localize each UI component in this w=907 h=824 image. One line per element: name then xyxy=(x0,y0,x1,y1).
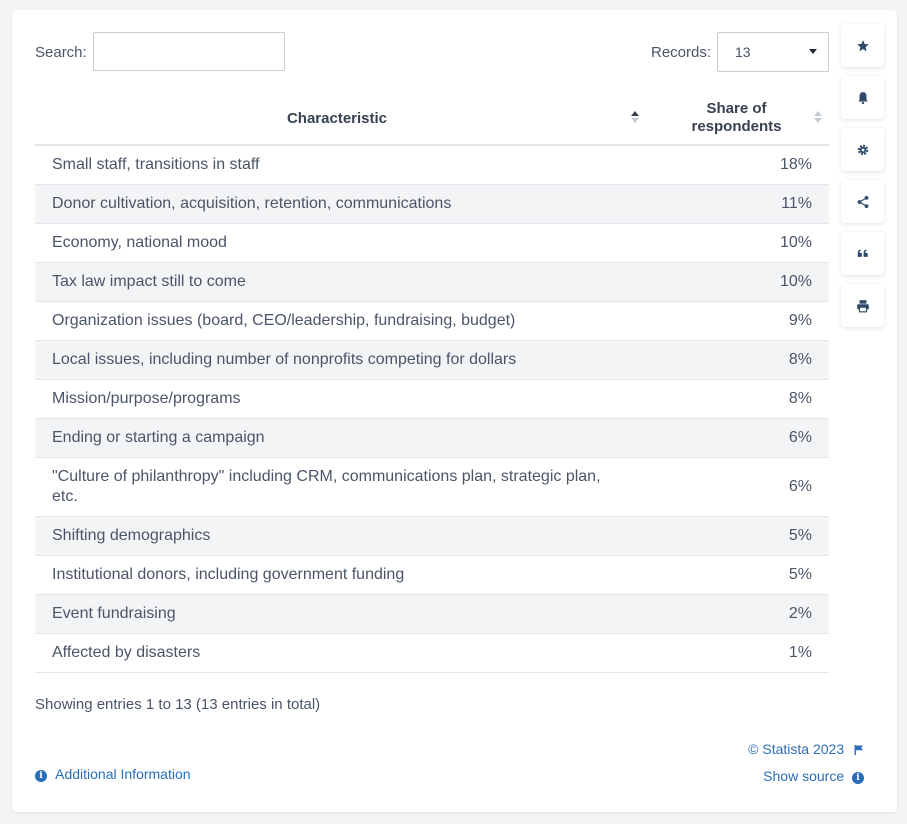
records-label: Records: xyxy=(651,44,712,61)
bell-icon xyxy=(857,91,868,104)
table-row: Local issues, including number of nonpro… xyxy=(35,340,829,380)
cell-share: 8% xyxy=(649,340,829,380)
cell-share: 9% xyxy=(649,301,829,341)
cell-characteristic: Institutional donors, including governme… xyxy=(35,555,649,595)
cell-share: 11% xyxy=(649,184,829,224)
print-icon xyxy=(856,299,869,312)
cell-share: 5% xyxy=(649,516,829,556)
print-button[interactable] xyxy=(841,284,884,327)
table-row: Institutional donors, including governme… xyxy=(35,555,829,595)
cell-share: 6% xyxy=(649,457,829,517)
cite-button[interactable] xyxy=(841,232,884,275)
flag-icon xyxy=(854,745,863,755)
cell-characteristic: Local issues, including number of nonpro… xyxy=(35,340,649,380)
cell-characteristic: Ending or starting a campaign xyxy=(35,418,649,458)
additional-information-link[interactable]: i Additional Information xyxy=(35,766,191,782)
quote-icon xyxy=(857,248,868,257)
records-select[interactable]: 13 xyxy=(717,32,829,72)
cell-characteristic: Organization issues (board, CEO/leadersh… xyxy=(35,301,649,341)
cell-characteristic: Donor cultivation, acquisition, retentio… xyxy=(35,184,649,224)
info-icon: i xyxy=(852,772,864,784)
search-input[interactable] xyxy=(93,32,285,71)
copyright-link[interactable]: © Statista 2023 xyxy=(748,741,864,757)
show-source-text: Show source xyxy=(763,768,845,784)
show-source-link[interactable]: Show source i xyxy=(763,768,864,784)
chevron-down-icon xyxy=(809,49,817,54)
cell-characteristic: Tax law impact still to come xyxy=(35,262,649,302)
table-row: Tax law impact still to come 10% xyxy=(35,262,829,302)
table-row: Affected by disasters 1% xyxy=(35,633,829,673)
column-header-characteristic[interactable]: Characteristic xyxy=(35,92,649,146)
cell-share: 8% xyxy=(649,379,829,419)
table-row: Economy, national mood 10% xyxy=(35,223,829,263)
notification-button[interactable] xyxy=(841,76,884,119)
entries-info: Showing entries 1 to 13 (13 entries in t… xyxy=(35,696,321,713)
cell-characteristic: Mission/purpose/programs xyxy=(35,379,649,419)
cell-share: 10% xyxy=(649,262,829,302)
cell-characteristic: Economy, national mood xyxy=(35,223,649,263)
additional-information-text: Additional Information xyxy=(55,766,191,782)
favorite-button[interactable] xyxy=(841,24,884,67)
sidebar-toolbar xyxy=(841,24,884,336)
star-icon xyxy=(856,39,869,51)
cell-share: 10% xyxy=(649,223,829,263)
table-row: Shifting demographics 5% xyxy=(35,516,829,556)
cell-characteristic: Event fundraising xyxy=(35,594,649,634)
table-row: "Culture of philanthropy" including CRM,… xyxy=(35,457,829,517)
cell-characteristic: Shifting demographics xyxy=(35,516,649,556)
table-row: Donor cultivation, acquisition, retentio… xyxy=(35,184,829,224)
sort-icon xyxy=(814,111,822,123)
cell-share: 18% xyxy=(649,145,829,185)
cell-characteristic: "Culture of philanthropy" including CRM,… xyxy=(35,457,649,517)
cell-share: 2% xyxy=(649,594,829,634)
table-row: Mission/purpose/programs 8% xyxy=(35,379,829,419)
gear-icon xyxy=(857,144,868,155)
data-table: Characteristic Share of respondents Smal… xyxy=(35,92,829,673)
table-row: Organization issues (board, CEO/leadersh… xyxy=(35,301,829,341)
cell-characteristic: Small staff, transitions in staff xyxy=(35,145,649,185)
table-row: Ending or starting a campaign 6% xyxy=(35,418,829,458)
search-label: Search: xyxy=(35,44,87,61)
settings-button[interactable] xyxy=(841,128,884,171)
cell-share: 5% xyxy=(649,555,829,595)
table-row: Small staff, transitions in staff 18% xyxy=(35,145,829,185)
sort-icon xyxy=(631,111,639,123)
cell-characteristic: Affected by disasters xyxy=(35,633,649,673)
column-header-share[interactable]: Share of respondents xyxy=(649,92,829,146)
table-row: Event fundraising 2% xyxy=(35,594,829,634)
copyright-text: © Statista 2023 xyxy=(748,741,845,757)
cell-share: 1% xyxy=(649,633,829,673)
share-icon xyxy=(857,195,868,208)
share-button[interactable] xyxy=(841,180,884,223)
records-selected-value: 13 xyxy=(735,44,751,60)
info-icon: i xyxy=(35,770,47,782)
cell-share: 6% xyxy=(649,418,829,458)
